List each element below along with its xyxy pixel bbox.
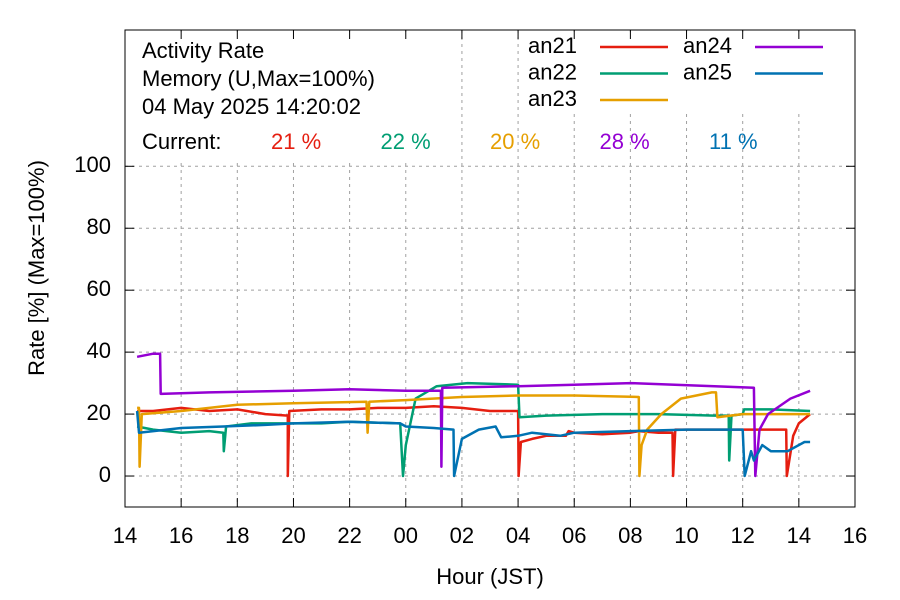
x-tick-label: 16 <box>169 523 193 548</box>
legend-label: an22 <box>528 59 577 84</box>
current-value: 22 % <box>381 129 431 154</box>
x-tick-label: 04 <box>506 523 530 548</box>
y-tick-label: 40 <box>87 338 111 363</box>
y-tick-label: 0 <box>99 462 111 487</box>
y-tick-label: 20 <box>87 400 111 425</box>
x-axis-label: Hour (JST) <box>436 564 544 589</box>
chart-subtitle: Memory (U,Max=100%) <box>142 66 375 91</box>
y-tick-label: 100 <box>74 152 111 177</box>
x-tick-label: 10 <box>674 523 698 548</box>
current-value: 11 % <box>709 129 758 154</box>
current-value: 21 % <box>271 129 321 154</box>
series-line <box>137 391 811 478</box>
legend-label: an25 <box>683 59 732 84</box>
x-tick-label: 14 <box>787 523 811 548</box>
chart-date: 04 May 2025 14:20:02 <box>142 94 361 119</box>
x-tick-label: 02 <box>450 523 474 548</box>
x-tick-label: 18 <box>225 523 249 548</box>
current-value: 28 % <box>600 129 650 154</box>
x-tick-label: 06 <box>562 523 586 548</box>
y-axis-label: Rate [%] (Max=100%) <box>24 160 49 376</box>
x-tick-label: 14 <box>113 523 137 548</box>
legend-label: an24 <box>683 33 732 58</box>
x-tick-label: 16 <box>843 523 867 548</box>
legend-label: an23 <box>528 86 577 111</box>
series-line <box>135 410 811 478</box>
x-tick-label: 00 <box>394 523 418 548</box>
legend-label: an21 <box>528 33 577 58</box>
x-tick-label: 12 <box>730 523 754 548</box>
current-title: Current: <box>142 129 221 154</box>
plot-border <box>124 29 856 508</box>
x-tick-label: 20 <box>281 523 305 548</box>
series-line <box>136 352 811 478</box>
current-value: 20 % <box>490 129 540 154</box>
title-box <box>127 32 455 160</box>
chart-title: Activity Rate <box>142 38 264 63</box>
series-line <box>136 381 811 478</box>
x-tick-label: 22 <box>337 523 361 548</box>
x-tick-label: 08 <box>618 523 642 548</box>
y-tick-label: 80 <box>87 214 111 239</box>
y-tick-label: 60 <box>87 276 111 301</box>
